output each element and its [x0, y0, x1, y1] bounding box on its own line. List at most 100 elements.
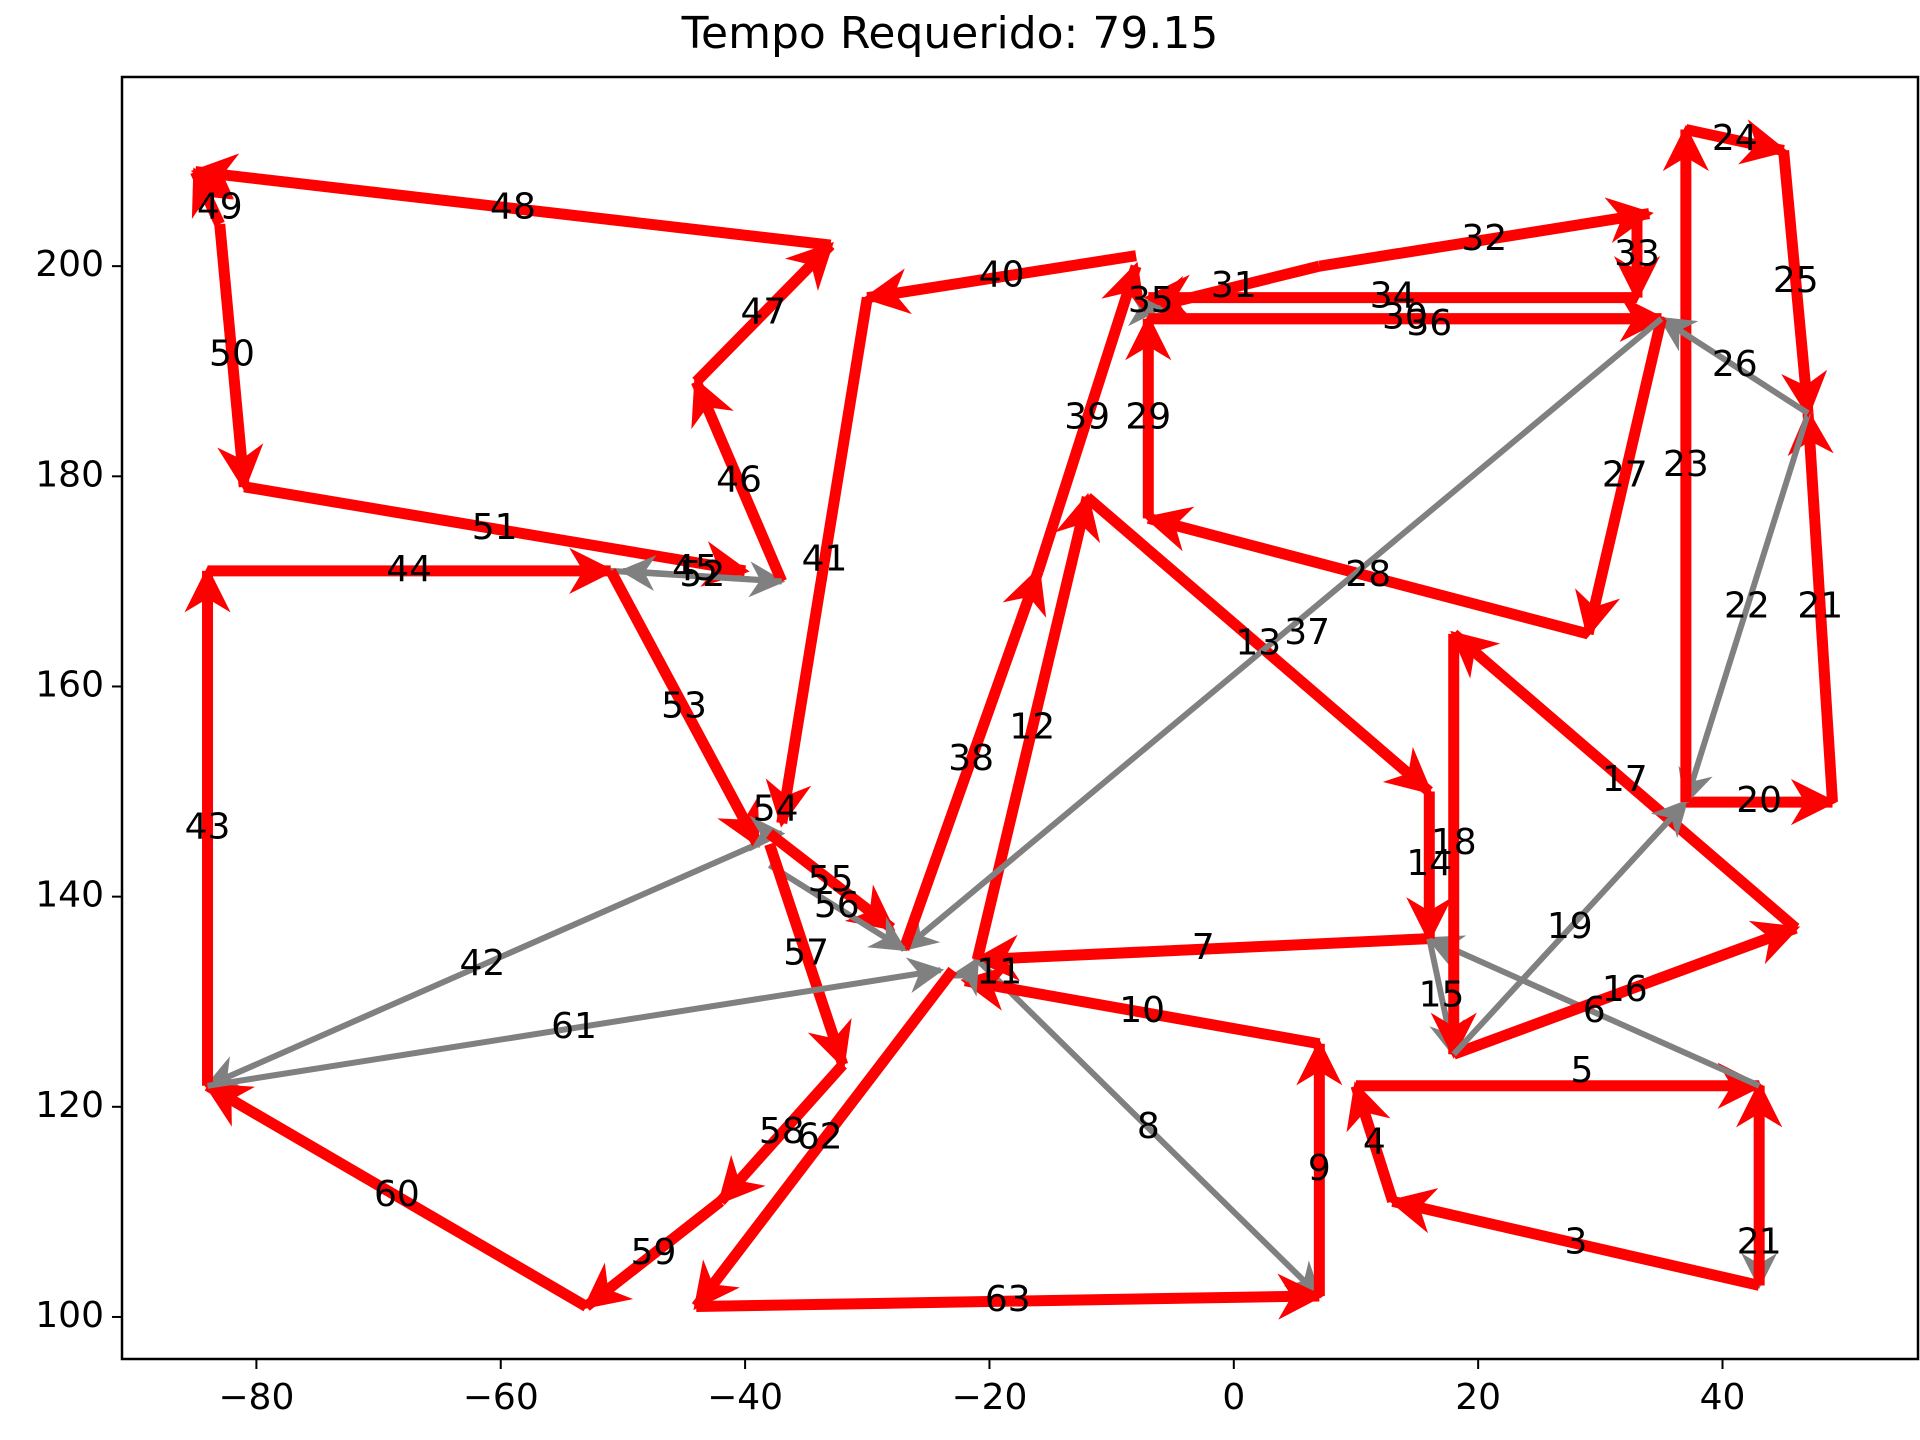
segment-label-40: 40: [979, 255, 1025, 296]
segment-label-58: 58: [759, 1111, 805, 1152]
x-tick-label: −20: [951, 1377, 1027, 1418]
segment-57: [764, 842, 852, 1070]
segment-6: [1426, 935, 1761, 1089]
segment-4: [1346, 1081, 1398, 1204]
segment-62: [691, 966, 958, 1311]
segment-label-27: 27: [1602, 454, 1648, 495]
segment-label-25: 25: [1773, 260, 1819, 301]
segment-label-49: 49: [197, 186, 243, 227]
segment-label-18: 18: [1431, 822, 1477, 863]
segment-label-7: 7: [1192, 927, 1215, 968]
segment-49: [190, 167, 234, 227]
segment-28: [1143, 506, 1590, 640]
segment-59: [582, 1197, 725, 1311]
segment-label-19: 19: [1547, 906, 1593, 947]
segment-label-50: 50: [209, 333, 255, 374]
segment-label-4: 4: [1363, 1122, 1386, 1163]
segment-label-13: 13: [1235, 622, 1281, 663]
segment-label-51: 51: [472, 507, 518, 548]
segment-53: [605, 568, 763, 849]
segment-label-17: 17: [1602, 759, 1648, 800]
segment-label-29: 29: [1125, 397, 1171, 438]
segment-42: [204, 841, 759, 1090]
segment-26: [1658, 316, 1810, 416]
segment-40: [862, 250, 1137, 315]
segment-label-42: 42: [460, 943, 506, 984]
segment-21: [1787, 408, 1838, 803]
segment-32: [1318, 197, 1654, 272]
y-axis-ticks: 100 120 140 160 180 200: [35, 244, 122, 1336]
x-tick-label: −60: [463, 1377, 539, 1418]
route-segments: [184, 119, 1838, 1320]
segment-label-57: 57: [783, 932, 829, 973]
segment-56: [767, 862, 907, 952]
segment-19: [1451, 799, 1689, 1057]
segment-label-22: 22: [1724, 586, 1770, 627]
y-tick-label: 100: [35, 1295, 104, 1336]
segment-label-26: 26: [1712, 344, 1758, 385]
segment-label-44: 44: [386, 549, 432, 590]
segment-24: [1684, 119, 1789, 165]
segment-label-3: 3: [1564, 1221, 1587, 1262]
segment-label-63: 63: [985, 1279, 1031, 1320]
segment-label-46: 46: [716, 460, 762, 501]
segment-label-8: 8: [1137, 1106, 1160, 1147]
segment-16: [1451, 920, 1801, 1060]
segment-label-52: 52: [679, 554, 725, 595]
x-tick-label: 0: [1222, 1377, 1245, 1418]
plot-frame: [120, 75, 1920, 1361]
segment-3: [1388, 1188, 1761, 1291]
segment-label-60: 60: [374, 1174, 420, 1215]
segment-46: [691, 377, 787, 584]
segment-label-59: 59: [631, 1232, 677, 1273]
segment-label-54: 54: [753, 788, 799, 829]
segment-label-21: 21: [1797, 586, 1843, 627]
x-axis-ticks: −80 −60 −40 −20 0 20 40: [218, 1359, 1745, 1418]
segment-25: [1778, 150, 1828, 418]
segment-50: [214, 223, 264, 492]
segment-label-35: 35: [1128, 280, 1174, 321]
x-tick-label: −40: [707, 1377, 783, 1418]
segment-12: [971, 492, 1101, 961]
segment-label-23: 23: [1663, 444, 1709, 485]
segment-label-34: 34: [1370, 276, 1416, 317]
segment-11: [945, 956, 980, 997]
y-tick-label: 120: [35, 1085, 104, 1126]
y-tick-label: 200: [35, 244, 104, 285]
segment-17: [1450, 629, 1800, 933]
segment-label-45: 45: [672, 548, 718, 589]
segment-52: [619, 555, 782, 591]
segment-label-39: 39: [1064, 397, 1110, 438]
segment-label-62: 62: [797, 1116, 843, 1157]
segment-58: [716, 1061, 847, 1206]
segment-label-38: 38: [948, 738, 994, 779]
segment-22: [1678, 412, 1811, 806]
segment-label-11: 11: [976, 951, 1022, 992]
segment-label-32: 32: [1461, 218, 1507, 259]
segment-label-20: 20: [1736, 780, 1782, 821]
segment-63: [696, 1273, 1324, 1320]
segment-label-37: 37: [1284, 612, 1330, 653]
y-tick-label: 160: [35, 664, 104, 705]
y-tick-label: 140: [35, 875, 104, 916]
segment-48: [190, 153, 832, 251]
segment-label-16: 16: [1602, 969, 1648, 1010]
segment-label-33: 33: [1614, 234, 1660, 275]
segment-8: [975, 957, 1322, 1299]
segment-label-2: 2: [1737, 1221, 1760, 1262]
segment-label-56: 56: [814, 885, 860, 926]
segment-label-55: 55: [808, 859, 854, 900]
x-tick-label: 20: [1455, 1377, 1501, 1418]
segment-label-31: 31: [1211, 265, 1257, 306]
segment-label-12: 12: [1009, 707, 1055, 748]
segment-label-6: 6: [1583, 990, 1606, 1031]
segment-label-41: 41: [802, 538, 848, 579]
segment-39: [1033, 261, 1146, 573]
segment-41: [765, 296, 873, 828]
segment-27: [1575, 317, 1667, 639]
segment-51: [243, 481, 750, 587]
segment-label-53: 53: [661, 685, 707, 726]
segment-label-24: 24: [1712, 118, 1758, 159]
